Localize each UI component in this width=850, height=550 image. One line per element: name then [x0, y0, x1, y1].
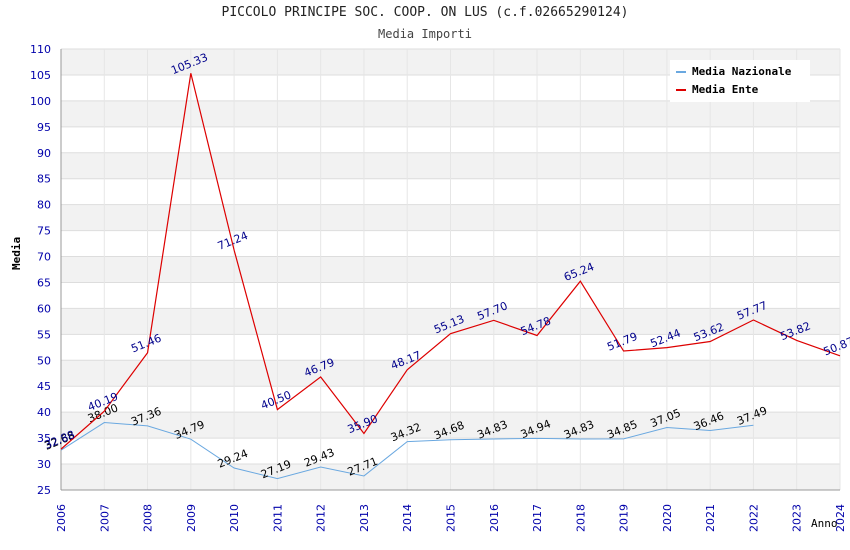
y-tick-label: 30 — [37, 458, 51, 471]
series-line — [60, 73, 841, 450]
x-tick-label: 2009 — [185, 504, 198, 532]
x-tick-label: 2010 — [228, 504, 241, 532]
y-tick-label: 85 — [37, 173, 51, 186]
x-tick-label: 2015 — [445, 504, 458, 532]
y-axis-label: Media — [10, 236, 23, 270]
x-tick-label: 2021 — [704, 504, 717, 532]
x-tick-label: 2012 — [315, 504, 328, 532]
legend-swatch-ente — [676, 89, 686, 91]
x-tick-label: 2011 — [271, 504, 284, 532]
x-tick-label: 2024 — [834, 504, 847, 532]
y-tick-label: 35 — [37, 432, 51, 445]
x-axis-label: Anno — [811, 517, 838, 530]
y-tick-label: 80 — [37, 199, 51, 212]
y-tick-label: 110 — [30, 43, 51, 56]
legend-item-nazionale: Media Nazionale — [676, 64, 791, 80]
x-tick-label: 2007 — [98, 504, 111, 532]
x-tick-label: 2020 — [661, 504, 674, 532]
x-tick-label: 2018 — [574, 504, 587, 532]
y-tick-label: 65 — [37, 276, 51, 289]
y-tick-label: 50 — [37, 354, 51, 367]
x-tick-label: 2008 — [142, 504, 155, 532]
y-tick-label: 40 — [37, 406, 51, 419]
series-line — [60, 422, 754, 480]
x-tick-label: 2019 — [618, 504, 631, 532]
chart-title: PICCOLO PRINCIPE SOC. COOP. ON LUS (c.f.… — [221, 5, 629, 20]
y-tick-label: 45 — [37, 380, 51, 393]
x-tick-label: 2022 — [747, 504, 760, 532]
y-tick-label: 25 — [37, 484, 51, 497]
x-tick-label: 2014 — [401, 504, 414, 532]
y-tick-label: 100 — [30, 95, 51, 108]
y-tick-label: 75 — [37, 225, 51, 238]
legend-item-ente: Media Ente — [676, 82, 758, 98]
y-tick-label: 60 — [37, 302, 51, 315]
y-tick-label: 105 — [30, 69, 51, 82]
chart-subtitle: Media Importi — [378, 27, 472, 41]
x-tick-label: 2013 — [358, 504, 371, 532]
data-label: 51.46 — [129, 332, 163, 356]
data-label: 40.50 — [259, 388, 293, 412]
legend-swatch-nazionale — [676, 71, 686, 73]
x-tick-label: 2023 — [791, 504, 804, 532]
legend: Media Nazionale Media Ente — [670, 60, 810, 102]
legend-label-ente: Media Ente — [692, 83, 759, 96]
data-label: 71.24 — [216, 229, 250, 253]
legend-label-nazionale: Media Nazionale — [692, 65, 792, 78]
y-tick-label: 70 — [37, 251, 51, 264]
x-tick-label: 2017 — [531, 504, 544, 532]
y-tick-label: 55 — [37, 328, 51, 341]
y-tick-label: 90 — [37, 147, 51, 160]
x-tick-label: 2006 — [55, 504, 68, 532]
y-tick-label: 95 — [37, 121, 51, 134]
x-tick-label: 2016 — [488, 504, 501, 532]
